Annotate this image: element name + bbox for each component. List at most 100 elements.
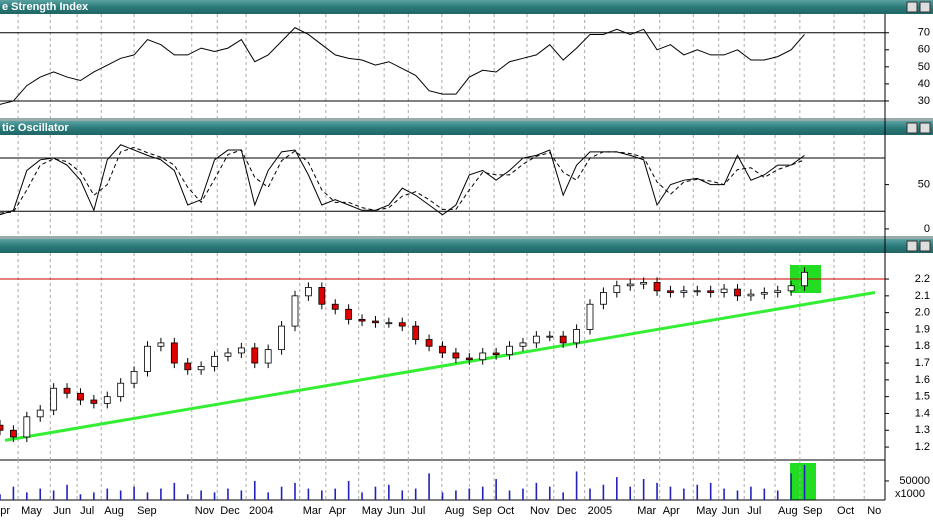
- candle-body: [345, 308, 353, 320]
- volume-bar: [776, 490, 779, 500]
- volume-bar: [334, 488, 337, 500]
- candle-body: [170, 342, 178, 364]
- volume-bar: [562, 492, 564, 500]
- y-tick-label: 1.4: [915, 407, 930, 419]
- candle-body: [626, 283, 634, 287]
- volume-bar: [696, 484, 699, 500]
- candle-body: [184, 362, 192, 371]
- close-button[interactable]: [919, 122, 931, 134]
- x-tick-label: May: [362, 505, 383, 517]
- x-tick-label: Jun: [53, 505, 71, 517]
- volume-bar: [455, 490, 457, 500]
- candle-body: [305, 287, 312, 297]
- restore-button[interactable]: [906, 1, 918, 13]
- x-tick-label: Apr: [663, 505, 680, 517]
- volume-bar: [213, 492, 216, 500]
- y-tick-label: 1.6: [915, 374, 930, 386]
- candle-body: [331, 303, 339, 310]
- y-tick-label: 1.9: [915, 323, 930, 335]
- volume-bar: [200, 490, 202, 500]
- unit-label: x1000: [895, 488, 925, 500]
- x-tick-label: Jun: [722, 505, 740, 517]
- candle-body: [506, 345, 513, 356]
- volume-bar: [750, 486, 752, 500]
- panel-separator: [0, 236, 933, 239]
- candle-body: [372, 320, 379, 324]
- indicator-line: [0, 144, 805, 216]
- candle-body: [23, 416, 31, 438]
- candle-body: [613, 285, 621, 293]
- indicator-line: [0, 27, 805, 105]
- candle-body: [63, 387, 71, 394]
- volume-bar: [374, 486, 377, 500]
- y-tick-label: 0: [924, 223, 930, 235]
- volume-bar: [267, 492, 269, 500]
- volume-bar: [669, 486, 672, 500]
- volume-bar: [0, 494, 1, 500]
- volume-bar: [280, 486, 283, 500]
- x-tick-label: Mar: [303, 505, 322, 517]
- candle-body: [291, 295, 299, 327]
- volume-bar: [803, 464, 806, 500]
- y-tick-label: 1.8: [915, 340, 930, 352]
- x-tick-label: 2005: [588, 505, 612, 517]
- candle-body: [801, 271, 808, 287]
- candle-body: [77, 392, 84, 401]
- volume-bar: [508, 490, 511, 500]
- trendline: [4, 291, 876, 442]
- volume-bar: [26, 492, 28, 500]
- volume-bar: [93, 492, 95, 500]
- x-tick-label: Oct: [837, 505, 854, 517]
- volume-bar: [709, 482, 712, 500]
- volume-bar: [52, 490, 55, 500]
- candle-body: [50, 387, 58, 411]
- x-tick-label: 2004: [249, 505, 273, 517]
- x-tick-label: Mar: [637, 505, 656, 517]
- volume-bar: [253, 480, 256, 500]
- x-tick-label: May: [696, 505, 717, 517]
- restore-button[interactable]: [906, 240, 918, 252]
- candle-body: [667, 290, 674, 293]
- volume-bar: [414, 488, 417, 500]
- candle-body: [103, 396, 111, 404]
- x-tick-label: Jul: [747, 505, 761, 517]
- x-tick-label: Dec: [557, 505, 577, 517]
- close-button[interactable]: [919, 240, 931, 252]
- volume-bar: [294, 482, 296, 500]
- volume-bar: [642, 479, 645, 500]
- candle-body: [707, 290, 715, 293]
- volume-bar: [39, 488, 42, 500]
- candle-body: [157, 342, 165, 347]
- x-tick-label: Aug: [778, 505, 798, 517]
- close-button[interactable]: [919, 1, 931, 13]
- candle-body: [787, 285, 795, 292]
- candle-body: [479, 352, 487, 361]
- indicator-line: [0, 146, 805, 214]
- volume-bar: [307, 488, 310, 500]
- candle-body: [546, 335, 554, 338]
- volume-bar: [321, 490, 323, 500]
- volume-bar: [66, 484, 68, 500]
- candle-body: [573, 329, 580, 344]
- volume-bar: [119, 490, 122, 500]
- candle-body: [600, 292, 607, 305]
- y-tick-label: 1.3: [915, 424, 930, 436]
- volume-bar: [535, 482, 538, 500]
- window-buttons[interactable]: [906, 1, 931, 252]
- candle-body: [747, 293, 755, 297]
- candle-body: [264, 349, 272, 364]
- volume-bar: [146, 492, 149, 500]
- volume-bar: [522, 488, 524, 500]
- x-tick-label: Nov: [530, 505, 550, 517]
- x-tick-label: Aug: [445, 505, 465, 517]
- x-tick-label: Oct: [497, 505, 514, 517]
- volume-bar: [133, 486, 135, 500]
- restore-button[interactable]: [906, 122, 918, 134]
- panel-separator: [0, 118, 933, 121]
- y-tick-label: 70: [918, 27, 930, 39]
- x-tick-label: Nov: [195, 505, 215, 517]
- candle-body: [117, 382, 125, 398]
- x-tick-label: Jul: [80, 505, 94, 517]
